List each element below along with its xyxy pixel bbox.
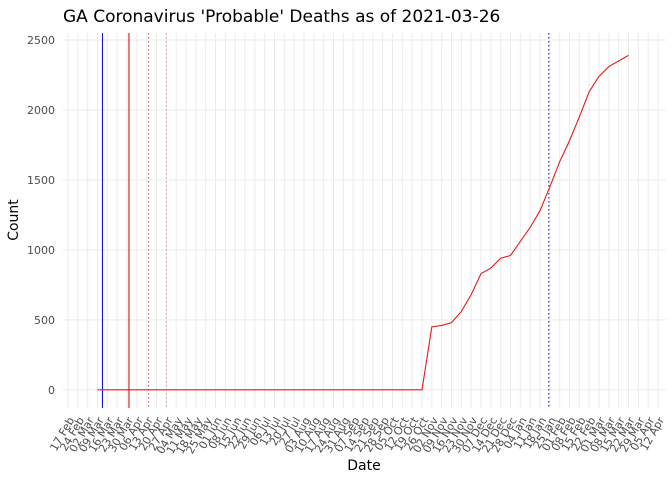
y-tick-label: 1000 (27, 244, 55, 257)
y-axis-title: Count (6, 199, 22, 241)
y-tick-label: 2000 (27, 104, 55, 117)
y-tick-label: 1500 (27, 174, 55, 187)
data-line (97, 54, 629, 391)
y-tick-label: 500 (34, 314, 55, 327)
x-axis-title: Date (347, 458, 380, 474)
y-tick-label: 2500 (27, 34, 55, 47)
y-tick-label: 0 (48, 384, 55, 397)
chart-title: GA Coronavirus 'Probable' Deaths as of 2… (63, 7, 500, 27)
